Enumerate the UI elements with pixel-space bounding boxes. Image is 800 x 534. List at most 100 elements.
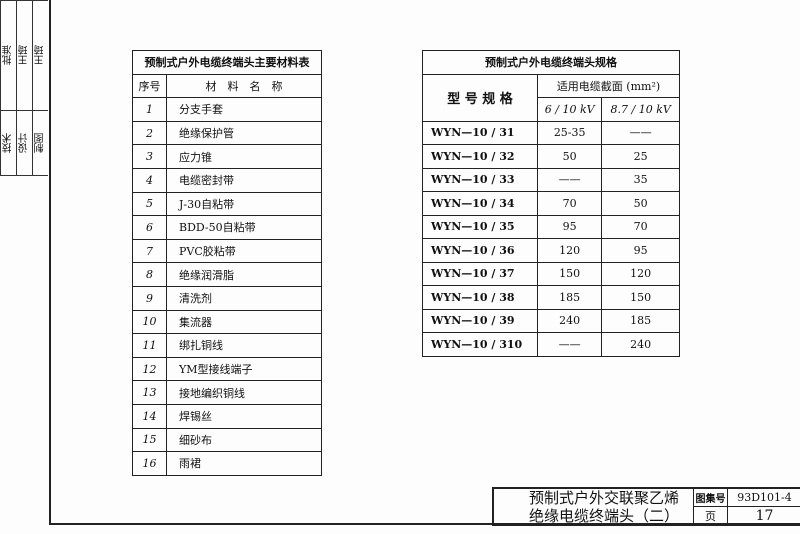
spec-row: WYN—10 / 39 240 185 [422,308,680,333]
spec-row: WYN—10 / 33 —— 35 [422,167,680,192]
section-87kv-cell: 95 [601,238,680,263]
material-name: 绑扎铜线 [166,333,322,358]
material-no: 1 [132,97,167,122]
material-no: 15 [132,427,167,453]
material-name: 焊锡丝 [166,403,322,429]
spec-row: WYN—10 / 310 —— 240 [422,332,680,357]
model-cell: WYN—10 / 35 [422,214,538,239]
spec-row: WYN—10 / 34 70 50 [422,191,680,216]
section-6kv-cell: 240 [536,308,603,333]
title-block: 预制式户外交联聚乙烯 绝缘电缆终端头（二） 图集号 93D101-4 页 17 [492,487,800,526]
material-name: 雨裙 [166,451,322,476]
material-row: 16 雨裙 [132,451,322,476]
strip-cell: 批准 [0,0,16,110]
spec-row: WYN—10 / 36 120 95 [422,238,680,263]
material-name: PVC胶粘带 [166,238,322,264]
material-row: 11 绑扎铜线 [132,333,322,358]
material-no: 4 [132,167,167,193]
model-cell: WYN—10 / 310 [422,332,538,357]
strip-cell: 制图 [32,110,48,175]
page-label: 页 [694,507,728,526]
page-number: 17 [728,507,800,526]
drawing-frame [49,0,800,525]
section-87kv-cell: 35 [601,167,680,192]
title-line2: 绝缘电缆终端头（二） [528,507,679,525]
material-row: 4 电缆密封带 [132,167,322,193]
material-no: 14 [132,403,167,429]
voltage-header: 8.7 / 10 kV [601,97,680,122]
section-6kv-cell: 120 [536,238,603,263]
material-no: 13 [132,380,167,405]
atlas-number: 93D101-4 [728,489,800,507]
material-name: 绝缘保护管 [166,120,322,146]
drawing-title: 预制式户外交联聚乙烯 绝缘电缆终端头（二） [494,489,694,526]
header-no: 序号 [132,73,167,99]
header-name: 材 料 名 称 [166,73,322,99]
section-6kv-cell: 25-35 [536,120,603,145]
material-row: 3 应力锥 [132,144,322,169]
signature-strip: 批准 王琦 王琦 技术 设计 制图 [0,0,48,176]
strip-cell: 王琦 [16,0,32,110]
spec-row: WYN—10 / 32 50 25 [422,144,680,169]
material-row: 7 PVC胶粘带 [132,238,322,264]
title-line1: 预制式户外交联聚乙烯 [528,489,679,507]
section-6kv-cell: 50 [536,144,603,169]
model-header: 型 号 规 格 [422,73,538,122]
section-6kv-cell: —— [536,167,603,192]
section-6kv-cell: 150 [536,261,603,286]
section-87kv-cell: 70 [601,214,680,239]
material-no: 5 [132,191,167,217]
section-87kv-cell: 150 [601,285,680,310]
section-6kv-cell: —— [536,332,603,357]
model-cell: WYN—10 / 34 [422,191,538,216]
atlas-label: 图集号 [694,489,728,507]
material-name: 集流器 [166,309,322,335]
material-row: 14 焊锡丝 [132,403,322,429]
section-87kv-cell: 120 [601,261,680,286]
strip-cell: 王琦 [32,0,48,110]
materials-table: 预制式户外电缆终端头主要材料表 序号材 料 名 称 1 分支手套 2 绝缘保护管 3 应力… [132,50,322,476]
material-row: 1 分支手套 [132,97,322,122]
material-no: 8 [132,262,167,287]
section-87kv-cell: 185 [601,308,680,333]
material-row: 5 J-30自粘带 [132,191,322,217]
model-cell: WYN—10 / 31 [422,120,538,145]
material-name: BDD-50自粘带 [166,215,322,240]
model-cell: WYN—10 / 38 [422,285,538,310]
model-cell: WYN—10 / 32 [422,144,538,169]
material-name: 电缆密封带 [166,167,322,193]
material-no: 10 [132,309,167,335]
spec-row: WYN—10 / 38 185 150 [422,285,680,310]
material-row: 2 绝缘保护管 [132,120,322,146]
strip-cell: 技术 [0,110,16,175]
material-name: 接地编织铜线 [166,380,322,405]
section-87kv-cell: —— [601,120,680,145]
material-name: YM型接线端子 [166,356,322,382]
model-cell: WYN—10 / 37 [422,261,538,286]
section-6kv-cell: 95 [536,214,603,239]
material-row: 8 绝缘润滑脂 [132,262,322,287]
material-no: 12 [132,356,167,382]
section-6kv-cell: 185 [536,285,603,310]
material-row: 6 BDD-50自粘带 [132,215,322,240]
strip-cell: 设计 [16,110,32,175]
material-name: J-30自粘带 [166,191,322,217]
material-row: 15 细砂布 [132,427,322,453]
model-cell: WYN—10 / 33 [422,167,538,192]
material-name: 应力锥 [166,144,322,169]
section-87kv-cell: 50 [601,191,680,216]
spec-row: WYN—10 / 31 25-35 —— [422,120,680,145]
material-no: 2 [132,120,167,146]
specs-table: 预制式户外电缆终端头规格 型 号 规 格适用电缆截面 (mm²) 6 / 10 … [422,50,680,357]
material-no: 16 [132,451,167,476]
section-6kv-cell: 70 [536,191,603,216]
section-87kv-cell: 25 [601,144,680,169]
material-no: 11 [132,333,167,358]
material-row: 13 接地编织铜线 [132,380,322,405]
material-row: 10 集流器 [132,309,322,335]
materials-title: 预制式户外电缆终端头主要材料表 [132,50,322,75]
material-name: 清洗剂 [166,285,322,311]
model-cell: WYN—10 / 39 [422,308,538,333]
section-header: 适用电缆截面 (mm²) [537,73,680,98]
